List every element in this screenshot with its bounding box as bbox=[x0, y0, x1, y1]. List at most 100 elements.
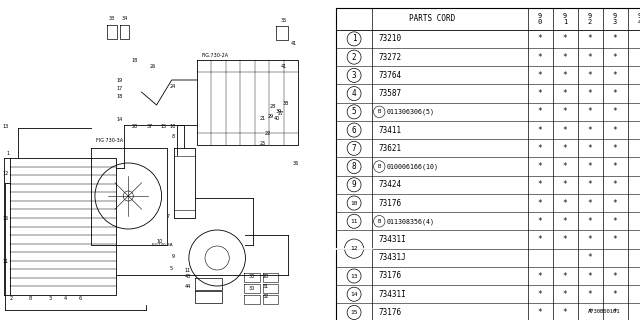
Text: B: B bbox=[378, 219, 381, 224]
Text: 44: 44 bbox=[185, 284, 191, 289]
Text: *: * bbox=[588, 217, 593, 226]
Text: 32: 32 bbox=[262, 294, 269, 299]
Text: 9
2: 9 2 bbox=[588, 13, 592, 25]
Text: 20: 20 bbox=[262, 274, 269, 279]
Text: 12: 12 bbox=[2, 171, 8, 176]
Text: 11: 11 bbox=[2, 259, 8, 264]
Text: *: * bbox=[588, 290, 593, 299]
Text: 12: 12 bbox=[350, 246, 358, 251]
Text: 73176: 73176 bbox=[378, 198, 401, 208]
Text: 10: 10 bbox=[350, 201, 358, 205]
Text: *: * bbox=[588, 89, 593, 98]
Text: 1: 1 bbox=[6, 151, 9, 156]
Text: 20: 20 bbox=[131, 124, 138, 129]
Text: *: * bbox=[613, 180, 618, 189]
Text: *: * bbox=[563, 217, 568, 226]
Text: *: * bbox=[538, 107, 542, 116]
Text: 13: 13 bbox=[350, 274, 358, 278]
Text: *: * bbox=[563, 271, 568, 281]
Text: 8: 8 bbox=[352, 162, 356, 171]
Text: *: * bbox=[613, 271, 618, 281]
Text: 10: 10 bbox=[157, 239, 163, 244]
Text: 14: 14 bbox=[116, 117, 122, 122]
Text: 25: 25 bbox=[260, 141, 266, 146]
Text: A730B00101: A730B00101 bbox=[588, 308, 621, 314]
Text: *: * bbox=[588, 198, 593, 208]
Text: *: * bbox=[538, 308, 542, 317]
Text: 2: 2 bbox=[10, 296, 13, 301]
Text: 2: 2 bbox=[352, 52, 356, 62]
Text: FIG730-3A: FIG730-3A bbox=[152, 243, 173, 247]
Text: *: * bbox=[563, 180, 568, 189]
Text: 4: 4 bbox=[352, 89, 356, 98]
Text: *: * bbox=[538, 144, 542, 153]
Text: 30: 30 bbox=[248, 274, 255, 279]
Text: FIG 730-3A: FIG 730-3A bbox=[96, 138, 123, 143]
Text: 73210: 73210 bbox=[378, 34, 401, 44]
Text: 31: 31 bbox=[262, 284, 269, 289]
Text: 7: 7 bbox=[166, 214, 170, 219]
Text: 9
4: 9 4 bbox=[638, 13, 640, 25]
Text: 73176: 73176 bbox=[378, 271, 401, 281]
Text: 011308356(4): 011308356(4) bbox=[387, 218, 435, 225]
Text: *: * bbox=[613, 107, 618, 116]
Text: *: * bbox=[538, 198, 542, 208]
Text: *: * bbox=[613, 198, 618, 208]
Text: 41: 41 bbox=[291, 41, 297, 46]
Text: *: * bbox=[538, 162, 542, 171]
Text: 22: 22 bbox=[264, 131, 271, 136]
Text: 6: 6 bbox=[352, 125, 356, 135]
Text: 19: 19 bbox=[116, 78, 122, 83]
Text: 18: 18 bbox=[131, 58, 138, 63]
Text: 36: 36 bbox=[293, 161, 299, 166]
Text: 33: 33 bbox=[109, 16, 115, 21]
Text: 11: 11 bbox=[185, 268, 191, 273]
Text: 9
0: 9 0 bbox=[538, 13, 542, 25]
Text: 011306306(5): 011306306(5) bbox=[387, 108, 435, 115]
Text: 34: 34 bbox=[121, 16, 127, 21]
Text: 73424: 73424 bbox=[378, 180, 401, 189]
Text: *: * bbox=[613, 125, 618, 135]
Text: 26: 26 bbox=[150, 64, 156, 69]
Text: *: * bbox=[563, 125, 568, 135]
Text: *: * bbox=[538, 235, 542, 244]
Text: 7: 7 bbox=[352, 144, 356, 153]
Text: *: * bbox=[613, 89, 618, 98]
Text: 38: 38 bbox=[283, 101, 289, 106]
Text: *: * bbox=[563, 290, 568, 299]
Text: 3: 3 bbox=[352, 71, 356, 80]
Text: 11: 11 bbox=[350, 219, 358, 224]
Text: 28: 28 bbox=[269, 104, 276, 109]
Text: 8: 8 bbox=[172, 134, 175, 139]
Text: 17: 17 bbox=[116, 86, 122, 91]
Text: *: * bbox=[613, 235, 618, 244]
Text: 39: 39 bbox=[276, 109, 282, 114]
Text: *: * bbox=[563, 107, 568, 116]
Text: 5: 5 bbox=[352, 107, 356, 116]
Text: 73587: 73587 bbox=[378, 89, 401, 98]
Text: 73431I: 73431I bbox=[378, 235, 406, 244]
Text: *: * bbox=[538, 52, 542, 62]
Text: 43: 43 bbox=[185, 274, 191, 279]
Text: *: * bbox=[588, 308, 593, 317]
Text: *: * bbox=[563, 144, 568, 153]
Text: 24: 24 bbox=[170, 84, 176, 89]
Text: 73176: 73176 bbox=[378, 308, 401, 317]
Text: *: * bbox=[588, 235, 593, 244]
Text: *: * bbox=[613, 162, 618, 171]
Text: 8: 8 bbox=[28, 296, 31, 301]
Text: 27: 27 bbox=[278, 111, 284, 116]
Text: *: * bbox=[613, 52, 618, 62]
Text: FIG.730-2A: FIG.730-2A bbox=[202, 53, 229, 58]
Text: *: * bbox=[613, 308, 618, 317]
Text: *: * bbox=[613, 290, 618, 299]
Text: 6: 6 bbox=[79, 296, 82, 301]
Text: 29: 29 bbox=[268, 114, 274, 119]
Text: 40: 40 bbox=[274, 116, 280, 121]
Text: *: * bbox=[563, 162, 568, 171]
Text: *: * bbox=[588, 125, 593, 135]
Text: *: * bbox=[588, 107, 593, 116]
Text: *: * bbox=[613, 34, 618, 44]
Text: *: * bbox=[563, 34, 568, 44]
Text: *: * bbox=[588, 52, 593, 62]
